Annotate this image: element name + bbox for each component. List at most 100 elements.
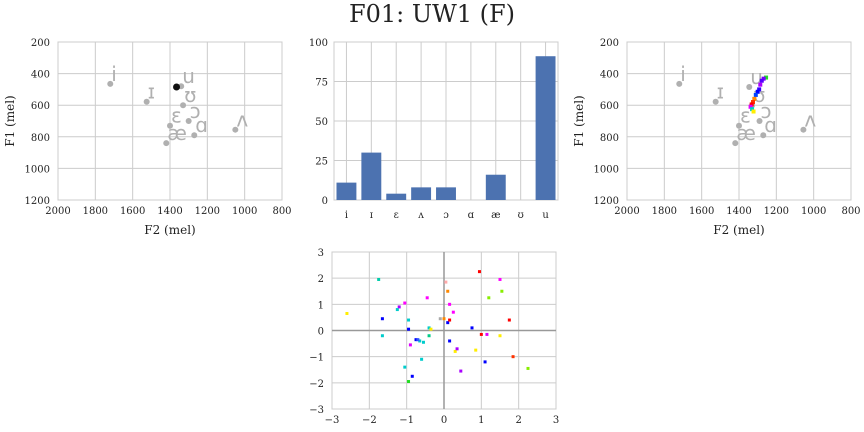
scatter-point <box>407 380 411 384</box>
left-plot-ytick: 800 <box>31 133 50 144</box>
scatter-point <box>483 360 487 364</box>
right-plot-vowel-label: ɛ <box>740 104 751 128</box>
bar-chart-xtick: u <box>542 210 549 221</box>
scatter-point <box>498 277 502 281</box>
scatter-xtick: −2 <box>362 415 377 426</box>
left-plot-vowel-label: u <box>182 64 195 88</box>
right-plot-xlabel: F2 (mel) <box>713 223 764 237</box>
right-plot-trajectory-point <box>751 109 756 114</box>
scatter-point <box>427 334 431 338</box>
right-plot-xtick: 2000 <box>614 206 639 217</box>
bar-chart-xtick: ɪ <box>370 210 373 221</box>
scatter-ytick: −2 <box>309 379 324 390</box>
scatter-point <box>444 280 448 284</box>
scatter-point <box>410 374 414 378</box>
bar-chart-xtick: i <box>345 210 348 221</box>
scatter-point <box>453 349 457 353</box>
scatter-point <box>438 317 442 321</box>
scatter-point <box>427 326 431 330</box>
right-plot-vowel-point <box>712 98 719 105</box>
left-plot-vowel-point <box>232 126 239 133</box>
right-plot-xtick: 1800 <box>652 206 677 217</box>
left-plot-vowel-point <box>167 122 173 129</box>
left-plot-xlabel: F2 (mel) <box>144 223 195 237</box>
left-plot-xtick: 2000 <box>45 206 70 217</box>
left-plot-vowel-label: ɔ <box>190 99 201 123</box>
left-plot-vowel-label: ɑ <box>195 113 208 137</box>
left-plot-vowel-label: ʌ <box>236 108 248 132</box>
left-plot-xtick: 1400 <box>157 206 182 217</box>
bar-6 <box>485 174 506 200</box>
bar-0 <box>336 182 357 200</box>
bar-chart-xtick: ɔ <box>443 210 449 221</box>
scatter-point <box>487 296 491 300</box>
scatter-xtick: 1 <box>478 415 484 426</box>
scatter-point <box>416 338 420 342</box>
right-plot-vowel-point <box>676 80 683 87</box>
bar-8 <box>535 56 556 200</box>
right-plot-vowel-point <box>746 84 753 91</box>
right-plot-xtick: 1000 <box>801 206 826 217</box>
right-plot-trajectory-point <box>755 89 760 94</box>
scatter-point <box>420 357 424 361</box>
scatter-ytick: 2 <box>318 274 324 285</box>
right-plot-trajectory-point <box>761 76 766 81</box>
scatter-xtick: 0 <box>441 415 447 426</box>
left-plot-vowel-point <box>107 80 114 87</box>
bar-4 <box>436 187 456 200</box>
scatter-ytick: −1 <box>309 353 324 364</box>
scatter-ytick: 0 <box>318 327 324 338</box>
scatter-point <box>397 305 401 309</box>
scatter-point <box>380 317 384 321</box>
right-plot-ytick: 800 <box>600 133 619 144</box>
left-plot-highlight-point <box>173 83 181 91</box>
scatter-xtick: 3 <box>553 415 559 426</box>
scatter-ytick: 3 <box>318 248 324 259</box>
left-plot-vowel-point <box>191 132 198 139</box>
scatter-xtick: 2 <box>515 415 521 426</box>
scatter-point <box>403 301 407 305</box>
scatter-point <box>485 332 489 336</box>
figure-title: F01: UW1 (F) <box>348 0 516 28</box>
bar-chart-xtick: ʌ <box>417 210 424 221</box>
scatter-point <box>446 289 450 293</box>
scatter-point <box>448 339 452 343</box>
scatter-point <box>511 355 515 359</box>
scatter-point <box>459 369 463 373</box>
right-plot-trajectory-point <box>757 87 762 92</box>
scatter-point <box>407 327 411 331</box>
scatter-point <box>425 296 429 300</box>
right-plot-trajectory-point <box>751 100 755 105</box>
scatter-point <box>479 332 483 336</box>
bar-chart-xtick: ɛ <box>394 210 399 221</box>
left-plot-ytick: 400 <box>31 70 50 81</box>
right-plot-vowel-label: ʌ <box>804 108 816 132</box>
right-plot-trajectory-point <box>764 75 769 80</box>
right-plot-vowel-point <box>756 118 763 124</box>
left-plot-xtick: 800 <box>272 206 291 217</box>
right-plot-vowel-label: æ <box>736 121 756 145</box>
bar-chart-ytick: 25 <box>315 157 328 168</box>
left-plot-vowel-point <box>185 118 192 124</box>
right-plot-trajectory-point <box>758 82 763 87</box>
scatter-point <box>498 334 502 338</box>
bar-1 <box>361 152 382 200</box>
bar-chart-xtick: ɑ <box>468 210 475 221</box>
right-plot-trajectory-point <box>759 78 764 83</box>
scatter-point <box>429 327 433 331</box>
right-plot-ytick: 200 <box>600 38 619 49</box>
right-plot-vowel-label: ʊ <box>753 83 765 107</box>
left-plot-ytick: 1200 <box>25 196 50 207</box>
scatter-point <box>418 339 422 343</box>
right-plot-trajectory-point <box>748 104 753 109</box>
scatter-point <box>470 326 474 330</box>
right-plot-vowel-label: ɪ <box>717 80 724 104</box>
scatter-point <box>526 366 530 370</box>
right-plot-trajectory-point <box>750 107 755 112</box>
left-plot-vowel-label: ɛ <box>171 104 182 128</box>
scatter-point <box>448 318 452 322</box>
right-plot-trajectory-point <box>753 92 758 97</box>
scatter-ytick: −3 <box>309 405 324 416</box>
left-plot-xtick: 1600 <box>120 206 145 217</box>
